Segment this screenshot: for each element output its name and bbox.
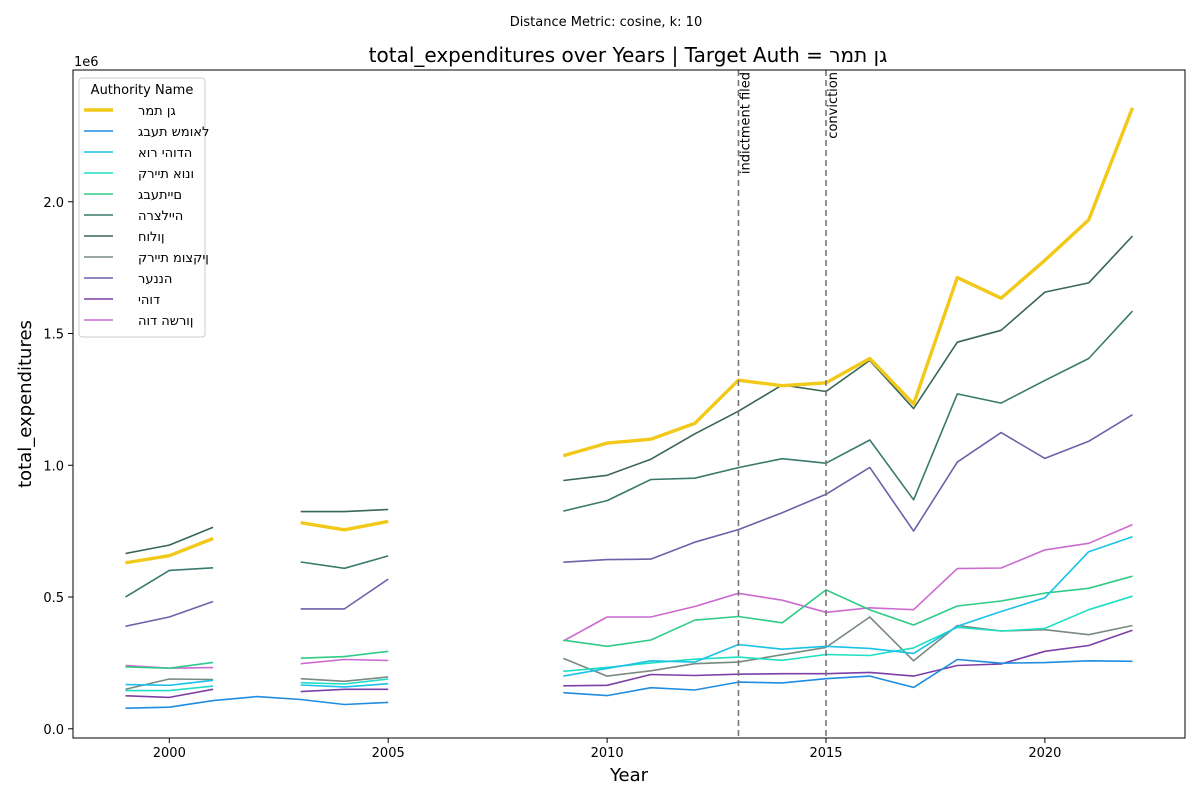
plot-area: indictment filed conviction	[125, 70, 1135, 738]
series-line-3-segment-1	[300, 678, 389, 685]
legend-entry-6: ןולוח	[138, 230, 165, 245]
annotation-label-0: indictment filed	[738, 72, 753, 174]
series-line-9-segment-0	[125, 688, 214, 699]
series-line-2-segment-0	[125, 679, 214, 687]
legend-entry-7: ןיקצומ תיירק	[138, 251, 209, 266]
x-tick-label-1: 2005	[372, 746, 405, 761]
legend-entry-10: ןורשה דוה	[138, 314, 193, 329]
x-tick-label-0: 2000	[153, 746, 186, 761]
series-line-6-segment-1	[300, 508, 389, 513]
x-axis-label: Year	[609, 765, 649, 786]
series-line-1-segment-0	[125, 695, 389, 709]
series-line-9-segment-2	[563, 629, 1133, 687]
y-tick-label-0: 0.0	[43, 723, 64, 738]
series-line-0-segment-0	[125, 536, 214, 565]
series-line-4-segment-2	[563, 575, 1133, 648]
series-line-6-segment-0	[125, 526, 214, 555]
series-line-8-segment-1	[300, 578, 389, 610]
legend-entry-3: ונוא תיירק	[138, 167, 194, 182]
series-line-0-segment-1	[300, 519, 389, 532]
legend-entry-1: לאומש תעבג	[138, 125, 209, 140]
series-line-9-segment-1	[300, 688, 389, 693]
series-line-5-segment-1	[300, 555, 389, 570]
y-tick-label-2: 1.0	[43, 459, 64, 474]
series-line-2-segment-1	[300, 682, 389, 688]
chart-title: total_expenditures over Years | Target A…	[369, 43, 888, 67]
legend-entry-9: דוהי	[138, 293, 160, 308]
series-line-3-segment-2	[563, 595, 1133, 673]
series-line-5-segment-2	[563, 310, 1134, 512]
legend-entry-8: הננער	[138, 272, 172, 287]
series-line-6-segment-2	[563, 235, 1134, 482]
series-line-10-segment-1	[300, 658, 389, 665]
legend-entry-0: גן תמר	[138, 104, 176, 119]
series-line-0-segment-2	[562, 107, 1135, 458]
axes: 2000 2005 2010 2015 2020 0.0 0.5 1.0 1.5 2.0	[43, 196, 1061, 761]
series-line-7-segment-0	[125, 678, 214, 691]
annotation-label-1: conviction	[826, 72, 841, 139]
y-tick-label-1: 0.5	[43, 591, 64, 606]
series-line-7-segment-2	[563, 616, 1133, 677]
chart-suptitle: Distance Metric: cosine, k: 10	[510, 15, 702, 30]
series-line-1-segment-1	[563, 658, 1133, 697]
series-line-8-segment-0	[125, 600, 214, 628]
x-tick-label-3: 2015	[809, 746, 842, 761]
legend-entry-4: םייתעבג	[138, 188, 182, 203]
x-tick-label-4: 2020	[1028, 746, 1061, 761]
plot-frame	[72, 69, 1186, 739]
series-line-10-segment-2	[562, 523, 1133, 642]
series-line-3-segment-0	[125, 685, 214, 692]
series-line-4-segment-0	[125, 661, 214, 670]
legend-entry-5: היילצרה	[138, 209, 183, 224]
series-line-8-segment-2	[563, 414, 1133, 563]
y-offset-label: 1e6	[74, 55, 99, 70]
series-line-2-segment-2	[563, 535, 1133, 677]
legend-box	[78, 77, 206, 338]
x-tick-label-2: 2010	[591, 746, 624, 761]
series-line-5-segment-0	[125, 567, 214, 598]
legend-entry-2: הדוהי רוא	[138, 146, 192, 161]
series-line-4-segment-1	[300, 650, 389, 659]
series-line-7-segment-1	[300, 676, 389, 683]
y-axis-label: total_expenditures	[15, 320, 36, 488]
legend-title: Authority Name	[91, 83, 194, 98]
y-tick-label-4: 2.0	[43, 196, 64, 211]
y-tick-label-3: 1.5	[43, 328, 64, 343]
legend: Authority Name גן תמר לאומש תעבג הדוהי רוא ו…	[78, 77, 209, 338]
